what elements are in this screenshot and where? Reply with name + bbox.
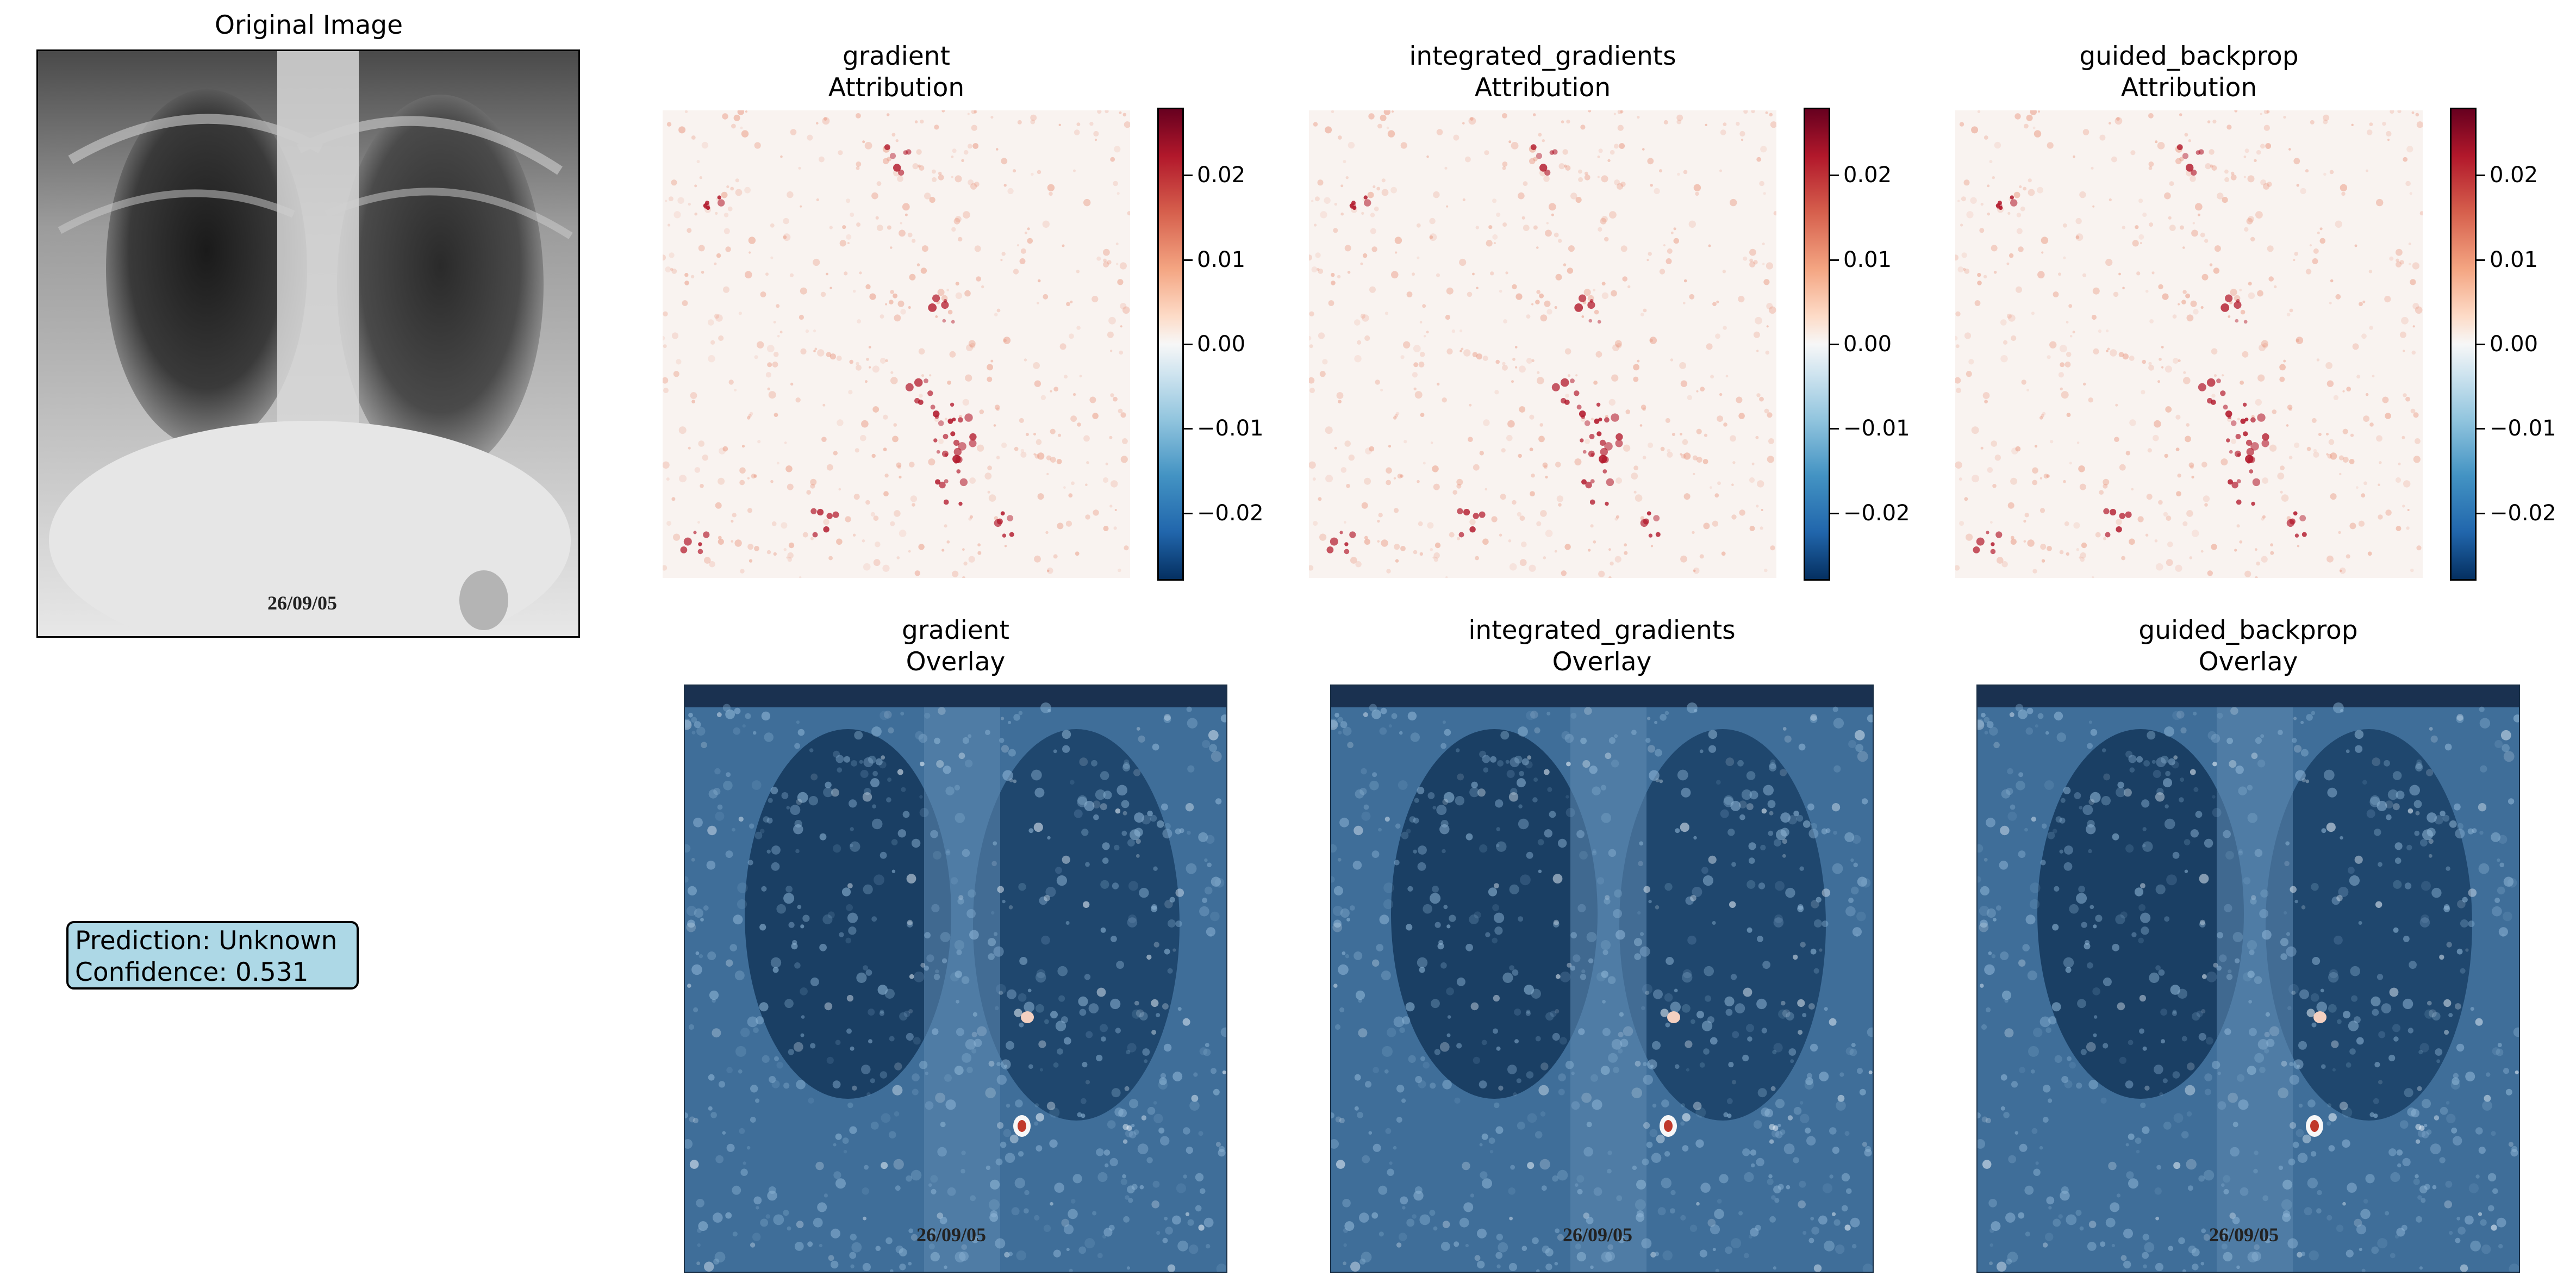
overlay-image-1: 26/09/05 — [1330, 685, 1874, 1273]
colorbar-tick — [1184, 344, 1193, 345]
prediction-box: Prediction: Unknown Confidence: 0.531 — [66, 921, 359, 990]
colorbar-tick-label: 0.01 — [1197, 247, 1246, 272]
attribution-title-1: integrated_gradients Attribution — [1409, 41, 1676, 103]
confidence-label: Confidence: 0.531 — [75, 957, 309, 987]
colorbar-2 — [2450, 108, 2477, 581]
colorbar-tick — [1830, 428, 1839, 430]
colorbar-tick-label: −0.01 — [2490, 416, 2556, 441]
colorbar-tick-label: 0.01 — [1843, 247, 1892, 272]
colorbar-tick-label: 0.02 — [2490, 163, 2538, 188]
colorbar-tick — [2477, 512, 2485, 514]
colorbar-tick-label: 0.00 — [1197, 332, 1246, 357]
overlay-title-1: integrated_gradients Overlay — [1468, 615, 1736, 677]
colorbar-tick-label: −0.01 — [1197, 416, 1264, 441]
colorbar-tick-label: 0.01 — [2490, 247, 2538, 272]
attribution-title-0: gradient Attribution — [828, 41, 965, 103]
colorbar-tick — [2477, 259, 2485, 261]
colorbar-tick — [1184, 512, 1193, 514]
colorbar-tick — [1184, 428, 1193, 430]
colorbar-tick-label: 0.00 — [1843, 332, 1892, 357]
colorbar-0 — [1157, 108, 1184, 581]
attribution-heatmap-1 — [1309, 110, 1776, 578]
overlay-date-stamp-1: 26/09/05 — [1563, 1224, 1632, 1246]
overlay-title-0: gradient Overlay — [902, 615, 1009, 677]
colorbar-tick — [1830, 512, 1839, 514]
original-xray-image: 26/09/05 — [36, 49, 580, 638]
colorbar-tick-label: −0.01 — [1843, 416, 1910, 441]
overlay-image-2: 26/09/05 — [1976, 685, 2520, 1273]
overlay-title-2: guided_backprop Overlay — [2138, 615, 2358, 677]
attribution-title-2: guided_backprop Attribution — [2079, 41, 2299, 103]
colorbar-tick — [2477, 428, 2485, 430]
colorbar-tick — [2477, 344, 2485, 345]
original-image-title: Original Image — [214, 10, 403, 40]
colorbar-tick — [1184, 259, 1193, 261]
overlay-image-0: 26/09/05 — [684, 685, 1227, 1273]
colorbar-tick-label: 0.00 — [2490, 332, 2538, 357]
colorbar-tick — [1184, 175, 1193, 177]
attribution-heatmap-2 — [1955, 110, 2423, 578]
colorbar-tick — [2477, 175, 2485, 177]
colorbar-1 — [1804, 108, 1830, 581]
colorbar-tick-label: −0.02 — [1843, 500, 1910, 526]
colorbar-tick-label: 0.02 — [1197, 163, 1246, 188]
colorbar-tick-label: −0.02 — [2490, 500, 2556, 526]
colorbar-tick — [1830, 175, 1839, 177]
colorbar-tick-label: −0.02 — [1197, 500, 1264, 526]
overlay-date-stamp-0: 26/09/05 — [916, 1224, 986, 1246]
attribution-heatmap-0 — [663, 110, 1130, 578]
colorbar-tick — [1830, 259, 1839, 261]
colorbar-tick-label: 0.02 — [1843, 163, 1892, 188]
original-date-stamp: 26/09/05 — [267, 592, 337, 614]
colorbar-tick — [1830, 344, 1839, 345]
prediction-label: Prediction: Unknown — [75, 926, 338, 956]
overlay-date-stamp-2: 26/09/05 — [2209, 1224, 2279, 1246]
